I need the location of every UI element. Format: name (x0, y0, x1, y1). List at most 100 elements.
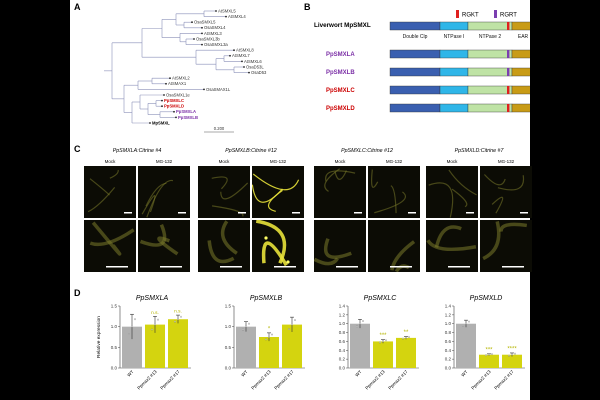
scale-bar (274, 266, 296, 268)
tree-tip-dot (161, 99, 163, 102)
data-point (468, 320, 470, 323)
filament-trace (211, 205, 244, 217)
data-point (291, 323, 293, 326)
y-tick-label: 0.6 (445, 339, 452, 344)
tree-taxon-label: PpSMXLC (164, 98, 184, 103)
category-label: Ppmax2 #17 (493, 369, 515, 391)
domain-label: EAR (518, 34, 529, 40)
filament-trace (323, 238, 352, 259)
fluorescence-image (314, 166, 366, 218)
tree-taxon-label: AtSMXL2 (172, 76, 190, 81)
filament-trace (324, 168, 341, 192)
tree-branches (104, 10, 249, 124)
filament-trace (374, 191, 407, 214)
data-point (248, 322, 250, 325)
data-point (154, 323, 156, 326)
tree-taxon-label: PpSMXLD (164, 104, 184, 109)
bar (479, 354, 499, 368)
bar (282, 324, 302, 368)
legend-label: RGRT (500, 13, 517, 19)
fluorescence-image (138, 220, 190, 272)
motif-mark (507, 68, 510, 76)
protein-name: PpSMXLC (326, 88, 355, 94)
y-tick-label: 0.0 (339, 366, 346, 371)
expression-chart: PpSMXLB 0.0 0.5 1.0 1.5 WT * Ppmax2 #13 Ppmax2 #… (206, 290, 306, 400)
filament-trace (211, 176, 228, 190)
data-point (268, 336, 270, 338)
domain-ntpase-1 (439, 49, 469, 59)
tree-tip-dot (215, 10, 217, 12)
data-point (508, 354, 510, 357)
y-tick-label: 1.2 (445, 312, 452, 317)
significance-label: ** (404, 330, 409, 336)
scale-bar (160, 266, 182, 268)
mock-label: Mock (218, 159, 230, 164)
tree-tip-dot (201, 26, 203, 29)
filament-trace (220, 220, 238, 255)
expression-chart: PpSMXLC 0.0 0.2 0.4 0.6 0.8 1.0 1.2 1.4 WT *** Ppma… (320, 290, 420, 400)
data-point (157, 318, 159, 321)
tree-taxon-label: AtSMXL3 (204, 31, 222, 36)
domain-ntpase-1 (439, 21, 469, 31)
filament-trace (139, 224, 167, 247)
bar (350, 323, 370, 368)
tree-taxon-label: OsaSMXL3b (196, 36, 220, 41)
tree-tip-dot (248, 71, 250, 74)
filament-trace (87, 186, 116, 213)
y-tick-label: 0.5 (111, 345, 118, 350)
y-tick-label: 0.0 (445, 366, 452, 371)
filament-trace (451, 188, 468, 208)
tree-taxon-label: AtSMXL8 (236, 48, 254, 53)
domain-ntpase-2 (467, 85, 513, 95)
filament-trace (255, 220, 287, 264)
filament-trace (146, 179, 174, 218)
tree-tip-dot (191, 21, 193, 24)
data-point (379, 341, 381, 344)
data-point (245, 325, 247, 328)
category-label: Ppmax2 #13 (364, 369, 386, 391)
tree-taxon-label: AtSMXL7 (232, 53, 250, 58)
tree-taxon-label: AtSMXL4 (228, 14, 246, 19)
domain-ntpase-2 (467, 103, 513, 113)
data-point (408, 336, 410, 338)
fluorescence-image (480, 220, 532, 272)
significance-label: *** (485, 347, 493, 353)
y-tick-label: 1.5 (111, 304, 118, 309)
tree-taxon-label: OsaSMAX1L (206, 87, 231, 92)
domain-double-clp (389, 67, 441, 77)
construct-title: PpSMXLC:Citrine #12 (341, 148, 393, 154)
tree-taxon-label: AtSMXL5 (218, 8, 236, 13)
scale-bar (336, 266, 358, 268)
legend-swatch (494, 10, 497, 18)
filament-trace (89, 178, 110, 196)
fluorescence-image (252, 166, 304, 218)
tree-taxon-label: OsaSMXL4 (204, 25, 226, 30)
tree-taxon-label: OsaD53L (246, 64, 264, 69)
tree-taxon-label: PpSMXLB (178, 115, 198, 120)
data-point (385, 339, 387, 342)
fluorescence-image (368, 220, 420, 272)
data-point (462, 324, 464, 327)
expression-chart: PpSMXLD 0.0 0.2 0.4 0.6 0.8 1.0 1.2 1.4 WT *** Ppma… (426, 290, 526, 400)
significance-label: **** (507, 346, 517, 352)
bar (145, 324, 165, 368)
tree-tip-dot (201, 43, 203, 46)
filament-trace (482, 221, 501, 261)
category-label: WT (460, 369, 469, 378)
data-point (402, 337, 404, 340)
fluorescence-image (480, 166, 532, 218)
data-point (382, 340, 384, 343)
significance-label: n.s. (151, 311, 159, 316)
tree-taxon-label: OsaD53 (251, 70, 267, 75)
fluorescence-image (138, 166, 190, 218)
data-point (488, 353, 490, 356)
data-point (174, 320, 176, 323)
tree-tip-dot (161, 105, 163, 108)
domain-ntpase-1 (439, 103, 469, 113)
tree-taxon-label: AtSMXL6 (244, 59, 262, 64)
microscopy-group: PpSMXLD:Citrine #7 Mock MG-132 (426, 148, 532, 274)
scale-bar (466, 212, 474, 214)
bar (456, 323, 476, 368)
fluorescence-image (198, 166, 250, 218)
data-point (294, 319, 296, 321)
